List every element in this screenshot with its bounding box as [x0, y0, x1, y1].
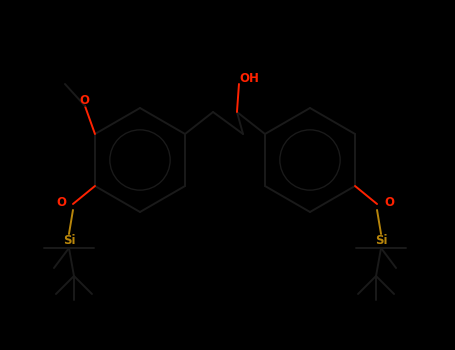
Text: Si: Si: [63, 233, 75, 246]
Text: O: O: [56, 196, 66, 209]
Text: O: O: [79, 93, 89, 106]
Text: O: O: [384, 196, 394, 209]
Text: OH: OH: [239, 72, 259, 85]
Text: Si: Si: [375, 233, 387, 246]
